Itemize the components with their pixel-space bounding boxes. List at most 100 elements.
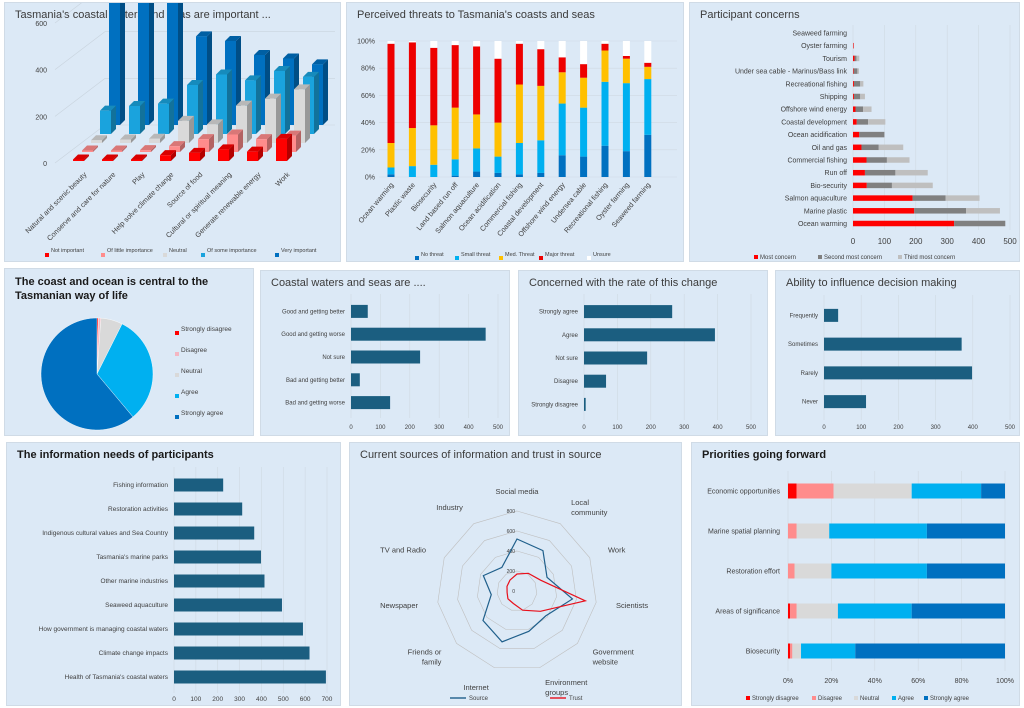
bar-segment <box>853 195 913 201</box>
bar-3d-side <box>120 3 125 125</box>
bar-segment <box>911 483 982 499</box>
bar-segment <box>430 41 438 48</box>
axis-label: Local <box>571 498 589 507</box>
legend-label: Neutral <box>169 248 187 254</box>
y-tick-label: 100% <box>357 39 375 46</box>
legend-swatch <box>587 256 591 260</box>
chart-title: Priorities going forward <box>702 449 827 461</box>
x-tick-label: Play <box>130 170 147 187</box>
bar-segment <box>829 523 927 539</box>
panel-sources: Current sources of information and trust… <box>349 442 682 706</box>
bar-3d-side <box>227 69 232 134</box>
bar-segment <box>853 55 855 62</box>
x-tick-label: 0 <box>822 425 826 431</box>
bar-segment <box>644 134 652 177</box>
x-tick-label: 300 <box>679 425 690 431</box>
legend-swatch <box>201 253 205 257</box>
bar-3d-top <box>140 145 156 151</box>
y-tick-label: Sometimes <box>788 342 818 348</box>
y-tick-label: Never <box>802 400 818 406</box>
gridline <box>54 3 82 24</box>
x-tick-label: 400 <box>972 237 986 246</box>
bar-segment <box>601 50 609 82</box>
y-tick-label: Indigenous cultural values and Sea Count… <box>42 530 168 537</box>
bar-3d-front <box>227 134 238 152</box>
y-tick-label: Marine plastic <box>804 208 848 215</box>
legend-swatch <box>101 253 105 257</box>
legend-swatch <box>854 696 858 700</box>
legend-label: Agree <box>898 696 915 702</box>
legend-label: Trust <box>569 696 583 702</box>
bar-3d-front <box>102 159 113 161</box>
legend-label: Med. Threat <box>505 252 535 258</box>
x-tick-label: 500 <box>746 425 757 431</box>
r-tick-label: 0 <box>512 589 515 595</box>
y-tick-label: Bio-security <box>810 183 847 190</box>
bar-3d-front <box>82 150 93 152</box>
y-tick-label: 0% <box>365 175 375 182</box>
y-tick-label: Fishing information <box>113 482 168 489</box>
y-tick-label: Bad and getting better <box>286 378 345 384</box>
bar <box>351 396 391 410</box>
y-tick-label: 20% <box>361 147 375 154</box>
bar-segment <box>430 164 438 177</box>
radar-ring <box>496 570 538 611</box>
y-tick-label: Tourism <box>822 56 847 63</box>
bar <box>584 397 586 411</box>
legend-swatch <box>175 394 179 398</box>
x-tick-label: 300 <box>434 425 445 431</box>
bar-3d-front <box>178 120 189 143</box>
bar-3d-front <box>276 138 287 161</box>
bar-segment <box>387 167 395 175</box>
x-tick-label: 100 <box>375 425 386 431</box>
chart-title: Ability to influence decision making <box>786 277 957 289</box>
bar <box>174 646 310 660</box>
x-tick-label: 400 <box>968 425 979 431</box>
y-tick-label: Health of Tasmania's coastal waters <box>65 674 169 681</box>
bar-segment <box>430 125 438 165</box>
legend-label: Strongly disagree <box>752 696 799 702</box>
bar-segment <box>853 81 854 87</box>
bar-segment <box>515 143 523 175</box>
bar-segment <box>853 68 854 74</box>
bar-segment <box>860 81 864 87</box>
r-tick-label: 400 <box>507 549 516 555</box>
bar-3d-front <box>140 150 151 152</box>
panel-importance: Tasmania's coastal waters and seas are i… <box>4 2 341 262</box>
panel-influence: Ability to influence decision making 0 10… <box>775 270 1020 436</box>
bar-segment <box>788 603 791 619</box>
y-tick-label: Restoration effort <box>726 569 780 576</box>
legend-swatch <box>898 255 902 259</box>
bar-3d-side <box>122 145 127 152</box>
bar-segment <box>878 144 904 151</box>
x-tick-label: 0% <box>783 678 793 685</box>
axis-label: TV and Radio <box>380 545 426 554</box>
bar-3d-side <box>323 59 328 126</box>
bar-segment <box>926 523 1005 539</box>
axis-label: Work <box>608 545 626 554</box>
bar-segment <box>853 131 860 138</box>
axis-label: family <box>422 657 442 666</box>
bar-segment <box>788 483 797 499</box>
bar-3d-top <box>196 31 212 37</box>
y-tick-label: Ocean warming <box>798 221 847 228</box>
bar-3d-side <box>296 130 301 152</box>
bar-segment <box>408 128 416 167</box>
chart-title: Participant concerns <box>700 9 800 21</box>
legend-label: Neutral <box>181 368 203 375</box>
bar-segment <box>408 41 416 43</box>
bar-segment <box>451 159 459 176</box>
bar-segment <box>954 220 1006 227</box>
axis-label: Government <box>593 647 635 656</box>
bar-3d-side <box>189 115 194 143</box>
chart-title: The coast and ocean is central to the Ta… <box>15 276 209 302</box>
bar-segment <box>451 45 459 108</box>
bar-segment <box>891 182 933 189</box>
bar-3d-top <box>178 115 194 121</box>
bar-segment <box>537 140 545 173</box>
bar-segment <box>945 195 980 201</box>
bar-3d-side <box>131 134 136 143</box>
bar-segment <box>558 72 566 104</box>
